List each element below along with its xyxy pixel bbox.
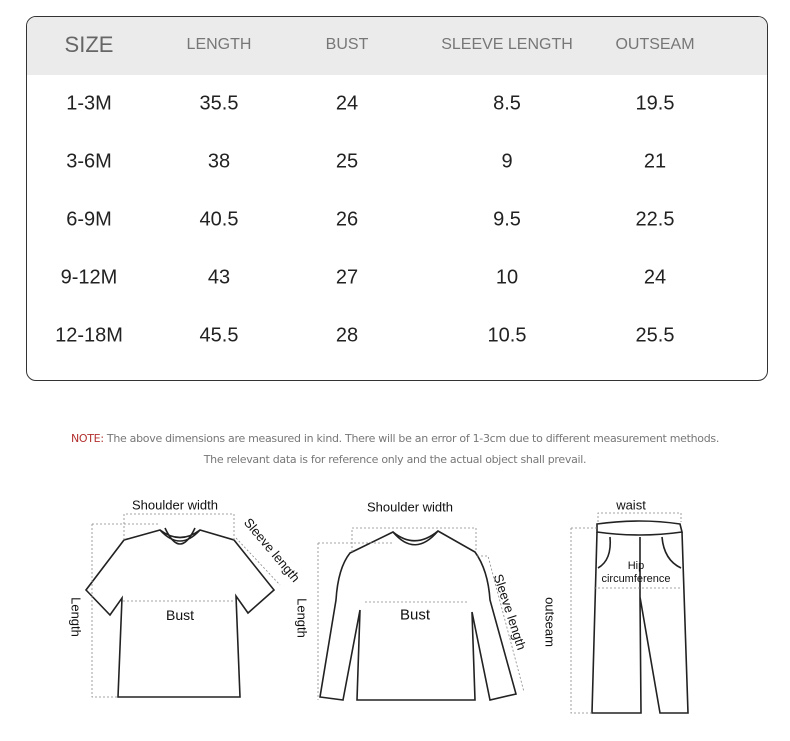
table-cell: 40.5: [199, 208, 239, 231]
longsleeve-shoulder-label: Shoulder width: [367, 499, 453, 515]
table-cell: 3-6M: [66, 150, 112, 173]
pants-outseam-label: outseam: [542, 597, 558, 647]
table-cell: 45.5: [199, 324, 239, 347]
column-header: SIZE: [64, 32, 114, 57]
table-cell: 35.5: [199, 92, 239, 115]
note-prefix: NOTE:: [70, 432, 104, 445]
table-cell: 25.5: [635, 324, 675, 347]
table-cell: 24: [335, 92, 359, 115]
column-header: SLEEVE LENGTH: [441, 36, 573, 53]
table-cell: 22.5: [635, 208, 675, 231]
column-header: OUTSEAM: [615, 36, 695, 53]
tshirt-bust-label: Bust: [165, 607, 195, 623]
table-cell: 9-12M: [60, 266, 118, 289]
size-table: SIZE LENGTH BUST SLEEVE LENGTH OUTSEAM 1-3M 35…: [26, 16, 768, 381]
pants-drawing: [570, 512, 689, 714]
table-cell: 21: [643, 150, 667, 173]
table-cell: 12-18M: [55, 324, 123, 347]
tshirt-shoulder-label: Shoulder width: [132, 497, 218, 513]
table-cell: 1-3M: [66, 92, 112, 115]
column-header: LENGTH: [186, 36, 252, 53]
tshirt-length-label: Length: [68, 597, 84, 637]
longsleeve-bust-label: Bust: [399, 606, 431, 624]
table-cell: 8.5: [493, 92, 521, 115]
table-cell: 10: [495, 266, 519, 289]
note-line-2: The relevant data is for reference only …: [203, 453, 587, 466]
table-cell: 9.5: [493, 208, 521, 231]
table-cell: 26: [335, 208, 359, 231]
table-cell: 27: [335, 266, 359, 289]
pants-circumference-label: circumference: [601, 573, 671, 585]
table-cell: 43: [207, 266, 231, 289]
table-cell: 24: [643, 266, 667, 289]
table-cell: 10.5: [487, 324, 527, 347]
note-line-1: NOTE: The above dimensions are measured …: [70, 432, 720, 445]
pants-waist-label: waist: [616, 497, 646, 513]
table-cell: 25: [335, 150, 359, 173]
table-cell: 19.5: [635, 92, 675, 115]
table-cell: 6-9M: [66, 208, 112, 231]
table-cell: 9: [501, 150, 513, 173]
longsleeve-length-label: Length: [294, 598, 310, 638]
table-header: [27, 17, 767, 75]
table-cell: 38: [207, 150, 231, 173]
longsleeve-drawing: [317, 527, 525, 701]
tshirt-drawing: [84, 513, 281, 698]
table-cell: 28: [335, 324, 359, 347]
pants-hip-label: Hip: [627, 560, 645, 572]
column-header: BUST: [325, 36, 369, 53]
